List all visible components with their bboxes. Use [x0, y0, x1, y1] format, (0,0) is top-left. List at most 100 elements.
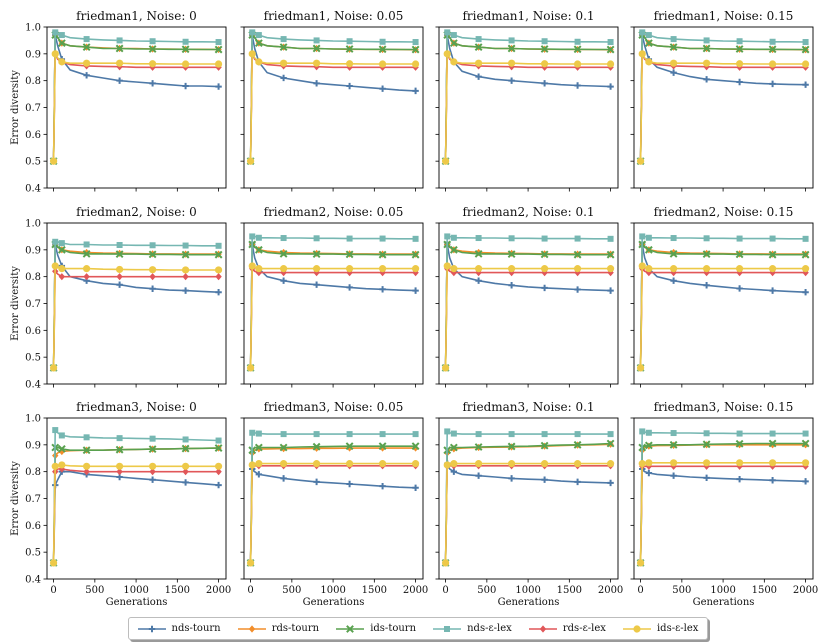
data-point	[412, 39, 419, 46]
data-point	[58, 32, 65, 39]
data-point	[541, 38, 548, 45]
data-point	[474, 460, 483, 468]
axes-frame	[633, 222, 814, 385]
data-point	[83, 273, 90, 281]
data-point	[644, 245, 653, 254]
data-point	[148, 266, 157, 274]
legend-item: rds-ε-lex	[528, 623, 606, 634]
data-point	[444, 428, 451, 435]
data-point	[574, 82, 581, 89]
data-point	[214, 250, 223, 259]
data-point	[769, 269, 776, 277]
subplot-title: friedman2, Noise: 0.15	[654, 205, 794, 219]
data-point	[669, 43, 678, 52]
series-line	[639, 33, 806, 162]
legend-item: ids-tourn	[336, 623, 416, 634]
data-point	[254, 245, 263, 254]
data-point	[412, 431, 419, 438]
series-line	[639, 31, 806, 162]
y-tick-label: 0.6	[25, 130, 41, 141]
data-point	[116, 273, 123, 281]
plot-area	[49, 238, 223, 372]
data-point	[541, 284, 548, 292]
data-point	[735, 60, 744, 68]
data-point	[474, 265, 483, 273]
data-point	[412, 87, 419, 95]
legend-label: rds-ε-lex	[562, 623, 606, 634]
plot-area	[441, 29, 615, 166]
data-point	[182, 287, 189, 294]
data-point	[540, 265, 549, 273]
data-point	[58, 432, 65, 439]
data-point	[606, 460, 615, 468]
data-point	[82, 59, 91, 67]
data-point	[58, 273, 66, 281]
y-tick-label: 1.0	[25, 219, 41, 230]
data-point	[379, 286, 386, 293]
data-point	[411, 460, 420, 468]
data-point	[644, 441, 653, 450]
data-point	[474, 443, 483, 451]
series-line	[444, 442, 611, 563]
data-point	[450, 234, 457, 241]
data-point	[508, 475, 515, 482]
x-axis-label: Generations	[693, 597, 755, 608]
series-line	[444, 443, 611, 563]
data-point	[735, 265, 744, 273]
data-point	[736, 235, 743, 242]
data-point	[346, 431, 353, 438]
data-point	[52, 427, 59, 434]
data-point	[802, 478, 809, 485]
series-line	[444, 51, 611, 162]
series-line	[444, 242, 611, 368]
data-point	[214, 462, 223, 470]
data-point	[214, 266, 223, 274]
data-point	[182, 479, 189, 486]
data-point	[768, 459, 777, 467]
data-point	[508, 282, 515, 289]
data-point	[255, 460, 263, 468]
data-point	[450, 468, 458, 475]
x-tick-label: 0	[442, 585, 448, 596]
subplot-title: friedman3, Noise: 0.1	[462, 400, 594, 414]
series-line	[52, 34, 219, 162]
legend-marker	[248, 624, 255, 633]
y-tick-label: 0.6	[25, 326, 41, 337]
data-point	[379, 38, 386, 45]
data-point	[345, 60, 354, 68]
series-line	[444, 465, 611, 563]
data-point	[474, 249, 483, 258]
series-line	[52, 53, 219, 162]
series-line	[639, 266, 806, 368]
x-tick-label: 0	[50, 585, 56, 596]
data-point	[215, 83, 222, 90]
data-point	[182, 436, 189, 443]
data-point	[444, 29, 451, 36]
series-line	[249, 466, 416, 563]
data-point	[182, 82, 189, 90]
x-tick-label: 1500	[752, 585, 777, 596]
data-point	[607, 431, 614, 438]
data-point	[574, 269, 581, 277]
series-line	[52, 51, 219, 162]
data-point	[541, 235, 548, 242]
data-point	[378, 265, 387, 273]
data-point	[768, 60, 777, 68]
data-point	[541, 476, 548, 483]
data-point	[378, 45, 387, 54]
data-point	[606, 45, 615, 54]
data-point	[702, 440, 711, 449]
data-point	[58, 447, 66, 456]
x-tick-label: 2000	[598, 585, 623, 596]
data-point	[670, 430, 677, 437]
data-point	[378, 460, 387, 468]
data-point	[313, 235, 320, 242]
data-point	[82, 249, 91, 258]
subplot-title: friedman2, Noise: 0.05	[264, 205, 404, 219]
axes-frame	[438, 222, 619, 385]
data-point	[248, 262, 256, 270]
data-point	[148, 250, 157, 259]
data-point	[540, 250, 549, 259]
legend-label: ids-ε-lex	[656, 623, 699, 634]
